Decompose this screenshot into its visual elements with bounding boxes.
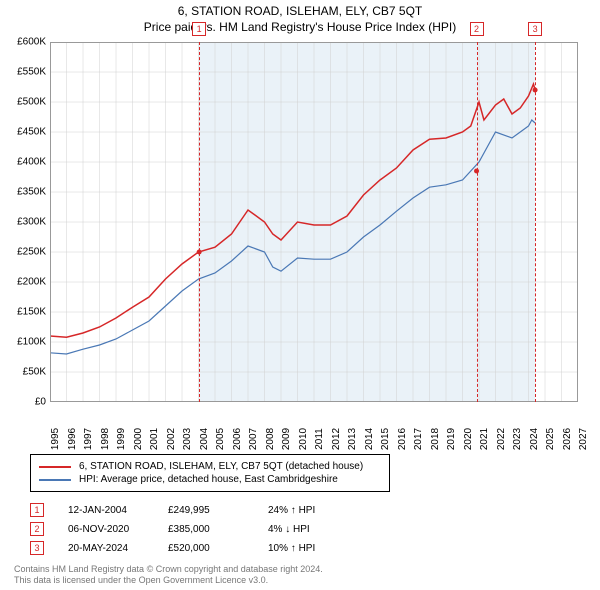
event-row-marker: 1 (30, 503, 44, 517)
y-tick-label: £200K (4, 277, 46, 288)
y-tick-label: £450K (4, 127, 46, 138)
event-row-marker: 2 (30, 522, 44, 536)
events-table: 1 12-JAN-2004£249,99524% ↑ HPI 2 06-NOV-202… (30, 498, 368, 560)
event-delta: 10% ↑ HPI (268, 543, 368, 554)
legend-label: HPI: Average price, detached house, East… (79, 474, 338, 485)
y-tick-label: £0 (4, 397, 46, 408)
legend-swatch (39, 479, 71, 481)
x-tick-label: 2010 (298, 428, 309, 450)
legend-item: HPI: Average price, detached house, East… (39, 474, 381, 485)
legend-swatch (39, 466, 71, 468)
event-row: 1 12-JAN-2004£249,99524% ↑ HPI (30, 503, 368, 517)
x-tick-label: 2002 (166, 428, 177, 450)
x-tick-label: 2018 (430, 428, 441, 450)
chart-title: 6, STATION ROAD, ISLEHAM, ELY, CB7 5QT (0, 4, 600, 18)
x-tick-label: 2000 (133, 428, 144, 450)
event-price: £520,000 (168, 543, 268, 554)
footer-line2: This data is licensed under the Open Gov… (14, 575, 268, 585)
x-tick-label: 2001 (149, 428, 160, 450)
x-tick-label: 1999 (116, 428, 127, 450)
event-marker-2: 2 (470, 22, 484, 36)
x-tick-label: 2023 (512, 428, 523, 450)
series-hpi (50, 120, 535, 354)
event-row: 2 06-NOV-2020£385,0004% ↓ HPI (30, 522, 368, 536)
event-vline (477, 42, 478, 402)
footer-attribution: Contains HM Land Registry data © Crown c… (14, 564, 584, 587)
x-tick-label: 2017 (413, 428, 424, 450)
x-tick-label: 2007 (248, 428, 259, 450)
x-tick-label: 2006 (232, 428, 243, 450)
y-tick-label: £500K (4, 97, 46, 108)
event-price: £385,000 (168, 524, 268, 535)
event-date: 06-NOV-2020 (68, 524, 168, 535)
x-tick-label: 2008 (265, 428, 276, 450)
x-tick-label: 2020 (463, 428, 474, 450)
event-row: 3 20-MAY-2024£520,00010% ↑ HPI (30, 541, 368, 555)
legend-label: 6, STATION ROAD, ISLEHAM, ELY, CB7 5QT (… (79, 461, 363, 472)
x-tick-label: 2011 (314, 428, 325, 450)
y-tick-label: £50K (4, 367, 46, 378)
x-tick-label: 2027 (578, 428, 589, 450)
series-price_paid (50, 84, 535, 337)
x-tick-label: 2009 (281, 428, 292, 450)
plot-lines (50, 42, 578, 402)
x-tick-label: 2019 (446, 428, 457, 450)
x-tick-label: 2014 (364, 428, 375, 450)
event-vline (535, 42, 536, 402)
x-tick-label: 2005 (215, 428, 226, 450)
x-tick-label: 1998 (100, 428, 111, 450)
x-tick-label: 2025 (545, 428, 556, 450)
y-tick-label: £300K (4, 217, 46, 228)
x-tick-label: 1996 (67, 428, 78, 450)
x-tick-label: 2021 (479, 428, 490, 450)
x-tick-label: 1995 (50, 428, 61, 450)
y-tick-label: £150K (4, 307, 46, 318)
x-tick-label: 2024 (529, 428, 540, 450)
y-tick-label: £250K (4, 247, 46, 258)
y-tick-label: £550K (4, 67, 46, 78)
y-tick-label: £600K (4, 37, 46, 48)
event-delta: 4% ↓ HPI (268, 524, 368, 535)
event-row-marker: 3 (30, 541, 44, 555)
x-tick-label: 2022 (496, 428, 507, 450)
chart-subtitle: Price paid vs. HM Land Registry's House … (0, 20, 600, 34)
footer-line1: Contains HM Land Registry data © Crown c… (14, 564, 323, 574)
x-tick-label: 2003 (182, 428, 193, 450)
y-tick-label: £350K (4, 187, 46, 198)
legend: 6, STATION ROAD, ISLEHAM, ELY, CB7 5QT (… (30, 454, 390, 492)
event-date: 12-JAN-2004 (68, 505, 168, 516)
event-date: 20-MAY-2024 (68, 543, 168, 554)
event-price: £249,995 (168, 505, 268, 516)
event-marker-1: 1 (192, 22, 206, 36)
x-tick-label: 2012 (331, 428, 342, 450)
x-tick-label: 2004 (199, 428, 210, 450)
y-tick-label: £100K (4, 337, 46, 348)
x-tick-label: 2026 (562, 428, 573, 450)
legend-item: 6, STATION ROAD, ISLEHAM, ELY, CB7 5QT (… (39, 461, 381, 472)
x-tick-label: 2013 (347, 428, 358, 450)
event-delta: 24% ↑ HPI (268, 505, 368, 516)
x-tick-label: 2016 (397, 428, 408, 450)
x-tick-label: 1997 (83, 428, 94, 450)
chart-area: £0£50K£100K£150K£200K£250K£300K£350K£400… (50, 42, 578, 402)
event-vline (199, 42, 200, 402)
y-tick-label: £400K (4, 157, 46, 168)
x-tick-label: 2015 (380, 428, 391, 450)
event-marker-3: 3 (528, 22, 542, 36)
